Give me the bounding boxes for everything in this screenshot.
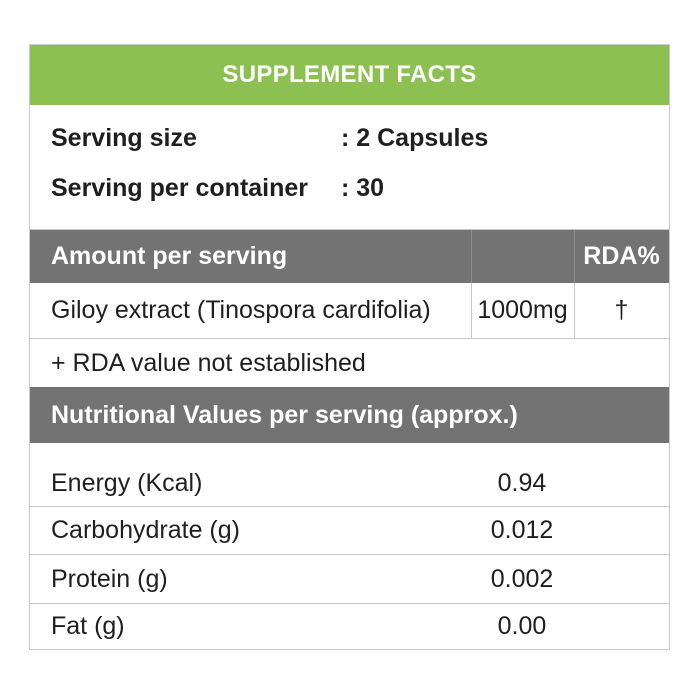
serving-info: Serving size : 2 Capsules Serving per co… [30,105,669,230]
rda-note: + RDA value not established [51,348,366,377]
nutrient-name: Carbohydrate (g) [51,516,240,544]
serving-size-value: : 2 Capsules [341,123,489,152]
nutrient-value: 0.94 [497,469,547,497]
amount-header-bar: Amount per serving RDA% [30,230,669,283]
serving-size-row: Serving size : 2 Capsules [51,121,488,155]
nutrient-name: Energy (Kcal) [51,469,203,497]
nutrition-row: Energy (Kcal) 0.94 [30,443,669,507]
nutrition-row: Fat (g) 0.00 [30,604,669,649]
ingredient-amount: 1000mg [477,296,568,324]
nutrition-row: Carbohydrate (g) 0.012 [30,507,669,555]
serving-per-container-row: Serving per container : 30 [51,171,384,205]
column-divider [574,230,575,283]
nutrition-row: Protein (g) 0.002 [30,555,669,604]
nutrition-header-bar: Nutritional Values per serving (approx.) [30,387,669,443]
serving-size-label: Serving size [51,123,197,152]
column-divider [471,230,472,283]
ingredient-rda: † [614,296,629,324]
amount-header-label: Amount per serving [51,242,288,270]
panel-title: SUPPLEMENT FACTS [222,61,477,88]
nutrient-value: 0.002 [490,564,554,593]
rda-note-row: + RDA value not established [30,339,669,387]
nutrient-value: 0.012 [490,516,554,544]
title-bar: SUPPLEMENT FACTS [30,45,669,105]
ingredient-row: Giloy extract (Tinospora cardifolia) 100… [30,283,669,339]
serving-per-container-label: Serving per container [51,173,309,202]
rda-header: RDA% [583,242,660,270]
nutrient-name: Protein (g) [51,564,168,593]
nutrient-name: Fat (g) [51,612,125,640]
nutrient-value: 0.00 [497,612,547,640]
column-divider [574,283,575,338]
nutrition-header-label: Nutritional Values per serving (approx.) [51,400,518,429]
ingredient-name: Giloy extract (Tinospora cardifolia) [51,296,431,324]
supplement-facts-panel: SUPPLEMENT FACTS Serving size : 2 Capsul… [29,44,670,650]
column-divider [471,283,472,338]
serving-per-container-value: : 30 [341,173,385,202]
